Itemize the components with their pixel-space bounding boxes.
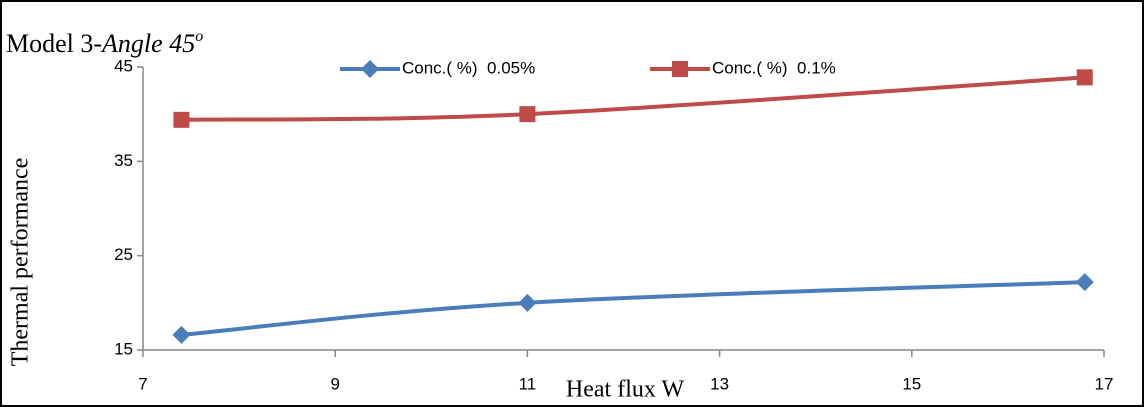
title-italic: Angle 45 — [100, 29, 195, 58]
y-tick-label: 45 — [114, 56, 133, 75]
legend-label: Conc.( %) 0.1% — [712, 58, 836, 77]
y-tick-label: 25 — [114, 245, 133, 264]
x-tick-label: 9 — [330, 374, 339, 393]
x-axis-label: Heat flux W — [566, 377, 685, 403]
title-superscript: o — [195, 28, 203, 45]
marker — [519, 106, 536, 123]
x-tick-label: 17 — [1095, 374, 1114, 393]
y-tick-label: 35 — [114, 151, 133, 170]
x-tick-label: 11 — [519, 374, 537, 393]
chart-title: Model 3-Angle 45o — [6, 28, 203, 58]
marker — [173, 111, 190, 128]
legend-label: Conc.( %) 0.05% — [402, 58, 535, 77]
title-plain: Model 3- — [6, 29, 102, 58]
y-axis-label: Thermal performance — [8, 158, 34, 367]
x-tick-label: 15 — [902, 374, 921, 393]
marker — [361, 60, 379, 78]
marker — [672, 61, 688, 77]
x-tick-label: 7 — [138, 374, 147, 393]
series-line — [181, 75, 1085, 122]
y-tick-label: 15 — [114, 339, 133, 358]
marker — [1076, 69, 1093, 86]
series-line — [181, 280, 1085, 337]
marker — [1075, 273, 1094, 292]
marker — [172, 325, 191, 344]
marker — [518, 293, 537, 312]
x-tick-label: 13 — [710, 374, 729, 393]
